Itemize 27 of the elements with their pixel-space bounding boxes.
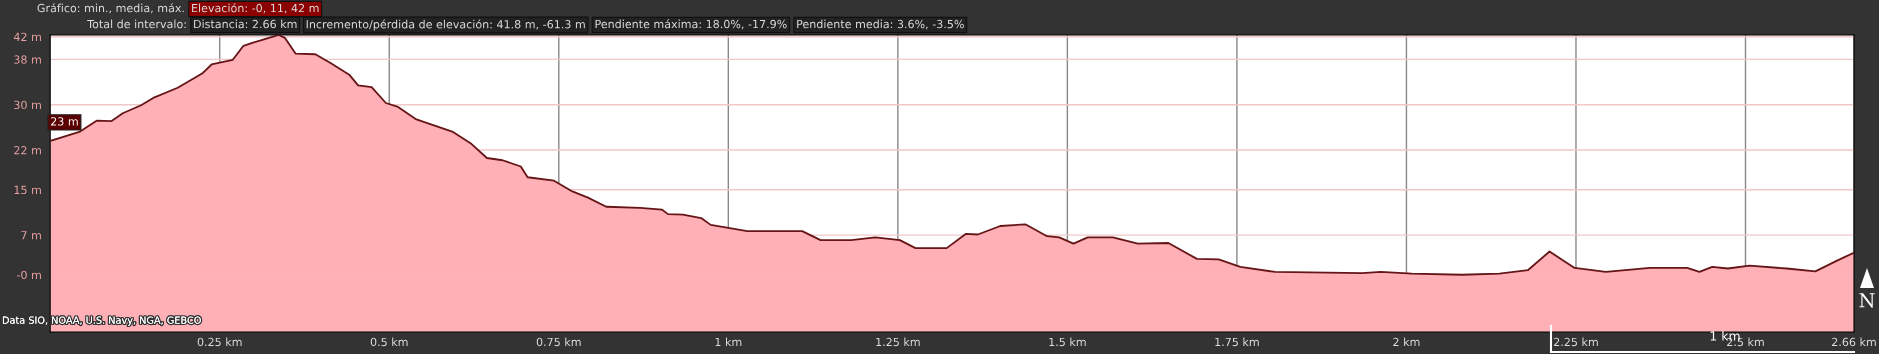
y-tick-label: 22 m — [14, 146, 41, 155]
text: Gráfico: min., media, máx. — [37, 3, 184, 14]
y-tick-label: 42 m — [13, 32, 41, 41]
annotation: Data SIO, NOAA, U.S. Navy, NGA, GEBCO — [2, 316, 201, 326]
x-tick-label: 0.25 km — [197, 337, 242, 347]
y-tick-label: 7 m — [21, 231, 41, 240]
x-tick-label: 0.5 km — [370, 337, 408, 347]
annotation: 23 m — [51, 117, 78, 126]
x-tick-label: 2.66 km — [1832, 337, 1876, 347]
text: Distancia: 2.66 km — [194, 19, 297, 29]
y-tick-label: 30 m — [14, 100, 41, 110]
text: Elevación: -0, 11, 42 m — [192, 3, 319, 14]
text: Pendiente media: 3.6%, -3.5% — [797, 19, 964, 30]
x-tick-label: 0.75 km — [536, 337, 581, 347]
x-tick-label: 1.25 km — [876, 337, 920, 347]
text: Pendiente máxima: 18.0%, -17.9% — [595, 19, 787, 30]
x-tick-label: 1.5 km — [1049, 337, 1086, 347]
x-tick-label: 1.75 km — [1215, 337, 1259, 347]
y-tick-label: -0 m — [16, 270, 41, 280]
text: N — [1859, 293, 1875, 308]
x-tick-label: 1 km — [715, 337, 742, 346]
text: Incremento/pérdida de elevación: 41.8 m, -61.3 m — [306, 19, 585, 31]
x-tick-label: 2 km — [1393, 337, 1420, 346]
y-tick-label: 38 m — [14, 55, 41, 64]
text: Total de intervalo: — [87, 19, 186, 29]
y-tick-label: 15 m — [14, 185, 41, 195]
x-tick-label: 2.25 km — [1554, 337, 1598, 347]
